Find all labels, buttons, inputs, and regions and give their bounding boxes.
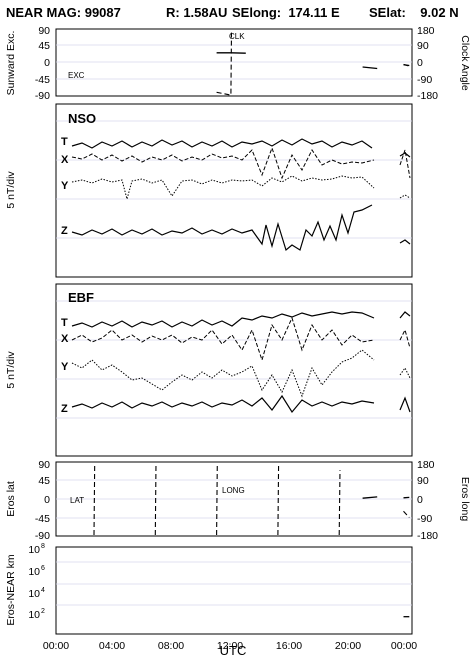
p1-ylabel-right: Clock Angle — [459, 35, 471, 91]
header-selat: SElat: 9.02 N — [369, 5, 459, 20]
nso-y-line — [71, 175, 411, 201]
svg-text:10: 10 — [28, 544, 40, 556]
annotation-lat: LAT — [70, 496, 84, 505]
ebf-title: EBF — [68, 290, 94, 305]
p1-ylabel: Sunward Exc. — [5, 31, 17, 96]
header-distance: R: 1.58AU — [166, 5, 227, 20]
p4-ylabel: Eros lat — [5, 481, 17, 517]
x-tick-5: 20:00 — [335, 640, 361, 652]
grid-lines — [56, 44, 412, 606]
nso-traces — [71, 138, 411, 252]
nso-label-x: X — [61, 154, 69, 166]
p1-ytick-4: -90 — [35, 90, 50, 102]
p4-ytick-right-4: -180 — [417, 530, 438, 542]
svg-text:2: 2 — [41, 608, 45, 615]
p5-ytick-1: 10 6 — [28, 565, 45, 578]
svg-text:10: 10 — [28, 609, 40, 621]
eros-lat-long-series-long-line — [93, 462, 410, 536]
ebf-ylabel: 5 nT/div — [5, 351, 17, 389]
header-selong: SElong: 174.11 E — [232, 5, 340, 20]
panel-nso-frame — [55, 103, 413, 278]
p4-ytick-right-1: 90 — [417, 475, 429, 487]
p1-ytick-right-2: 0 — [417, 57, 423, 69]
x-axis: 00:00 04:00 08:00 12:00 16:00 20:00 00:0… — [43, 640, 417, 656]
svg-text:6: 6 — [41, 565, 45, 572]
p5-ytick-0: 10 8 — [28, 543, 45, 556]
p4-ytick-1: 45 — [38, 475, 50, 487]
annotation-clk: CLK — [229, 32, 245, 41]
ebf-x-line — [71, 316, 411, 362]
p5-ylabel: Eros-NEAR km — [5, 554, 17, 625]
nso-title: NSO — [68, 111, 96, 126]
p1-ytick-right-4: -180 — [417, 90, 438, 102]
annotation-long: LONG — [222, 486, 245, 495]
p4-ytick-right-3: -90 — [417, 513, 432, 525]
x-tick-3: 12:00 — [217, 640, 243, 652]
panel-distance-frame — [55, 546, 413, 635]
p1-ytick-right-3: -90 — [417, 74, 432, 86]
ebf-t-line — [71, 311, 411, 328]
x-tick-4: 16:00 — [276, 640, 302, 652]
nso-label-t: T — [61, 136, 68, 148]
svg-text:8: 8 — [41, 543, 45, 550]
panel-ebf-frame — [55, 283, 413, 457]
p4-ytick-right-2: 0 — [417, 494, 423, 506]
p4-ylabel-right: Eros long — [459, 477, 471, 522]
p1-ytick-right-0: 180 — [417, 25, 435, 37]
x-tick-1: 04:00 — [99, 640, 125, 652]
svg-text:10: 10 — [28, 566, 40, 578]
annotation-exc: EXC — [68, 71, 85, 80]
panel-sunward-frame — [55, 28, 413, 97]
p5-ytick-3: 10 2 — [28, 608, 45, 621]
x-tick-2: 08:00 — [158, 640, 184, 652]
ebf-traces — [71, 311, 411, 414]
nso-x-line — [71, 146, 411, 180]
p1-series-group — [216, 30, 410, 96]
ebf-label-t: T — [61, 317, 68, 329]
eros-lat-long-series-lat-line — [362, 496, 410, 499]
svg-text:4: 4 — [41, 587, 45, 594]
ebf-label-z: Z — [61, 403, 68, 415]
svg-text:10: 10 — [28, 588, 40, 600]
p4-ytick-0: 90 — [38, 459, 50, 471]
nso-z-line — [71, 204, 411, 252]
p1-ytick-right-1: 90 — [417, 40, 429, 52]
header-title: NEAR MAG: 99087 — [6, 5, 121, 20]
x-tick-6: 00:00 — [391, 640, 417, 652]
p4-ytick-right-0: 180 — [417, 459, 435, 471]
sunward-clock-series-clk-line — [216, 30, 410, 96]
p1-ytick-3: -45 — [35, 74, 50, 86]
p4-ytick-2: 0 — [44, 494, 50, 506]
p1-ytick-1: 45 — [38, 40, 50, 52]
p4-ytick-3: -45 — [35, 513, 50, 525]
nso-ylabel: 5 nT/div — [5, 171, 17, 209]
x-tick-0: 00:00 — [43, 640, 69, 652]
nso-label-y: Y — [61, 180, 69, 192]
x-axis-label: UTC — [220, 643, 247, 656]
p4-ytick-4: -90 — [35, 530, 50, 542]
p1-ytick-0: 90 — [38, 25, 50, 37]
p4-series-group — [93, 462, 410, 536]
ebf-y-line — [71, 349, 411, 398]
sunward-clock-series-exc-line — [216, 52, 410, 70]
ebf-z-line — [71, 394, 411, 414]
nso-t-line — [71, 138, 411, 158]
ebf-label-y: Y — [61, 361, 69, 373]
nso-label-z: Z — [61, 225, 68, 237]
ebf-label-x: X — [61, 333, 69, 345]
p5-ytick-2: 10 4 — [28, 587, 45, 600]
p1-ytick-2: 0 — [44, 57, 50, 69]
